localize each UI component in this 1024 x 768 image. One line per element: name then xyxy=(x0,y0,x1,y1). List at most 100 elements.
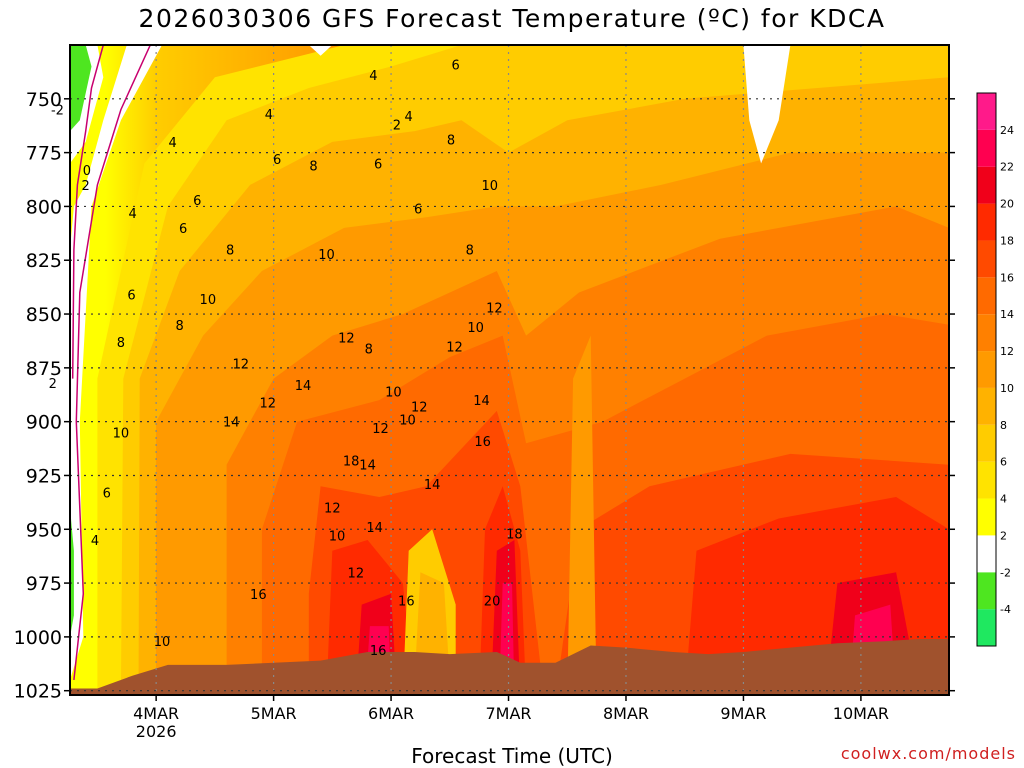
contour-label: 2 xyxy=(393,119,401,134)
y-tick-label: 750 xyxy=(26,89,62,111)
contour-label: 10 xyxy=(200,293,217,308)
x-year-label: 2026 xyxy=(136,722,177,741)
chart-title: 2026030306 GFS Forecast Temperature (ºC)… xyxy=(138,4,886,33)
contour-label: 6 xyxy=(374,157,382,172)
temperature-band xyxy=(70,45,92,132)
credit-link[interactable]: coolwx.com/models xyxy=(840,744,1016,763)
contour-label: 4 xyxy=(168,136,176,151)
x-tick-label: 6MAR xyxy=(368,704,414,723)
colorbar-label: 2 xyxy=(1000,529,1007,542)
y-tick-label: 1000 xyxy=(14,627,62,649)
colorbar-label: -2 xyxy=(1000,566,1011,579)
colorbar-swatch xyxy=(977,93,996,130)
contour-label: 10 xyxy=(329,530,346,545)
colorbar-swatch xyxy=(977,166,996,204)
contour-label: 12 xyxy=(348,566,365,581)
x-tick-label: 10MAR xyxy=(833,704,889,723)
contour-label: 12 xyxy=(324,502,341,517)
contour-label: 6 xyxy=(414,203,422,218)
contour-label: 10 xyxy=(481,179,498,194)
contour-label: 6 xyxy=(179,222,187,237)
colorbar-label: 18 xyxy=(1000,234,1014,247)
colorbar-swatch xyxy=(977,240,996,278)
contour-label: 4 xyxy=(91,534,99,549)
contour-label: 2 xyxy=(49,377,57,392)
temperature-band xyxy=(567,335,597,695)
x-tick-label: 5MAR xyxy=(251,704,297,723)
contour-label: 14 xyxy=(359,459,376,474)
colorbar-label: 24 xyxy=(1000,124,1014,137)
contour-label: 6 xyxy=(452,58,460,73)
contour-label: 10 xyxy=(154,635,171,650)
temperature-band xyxy=(308,45,333,56)
contour-label: 8 xyxy=(309,160,317,175)
contour-label: 20 xyxy=(484,594,501,609)
colorbar-swatch xyxy=(977,203,996,241)
contour-label: 14 xyxy=(366,521,383,536)
contour-label: 12 xyxy=(486,302,503,317)
contour-label: 10 xyxy=(399,414,416,429)
y-tick-label: 925 xyxy=(26,465,62,487)
contour-label: 6 xyxy=(127,289,135,304)
contour-label: 6 xyxy=(193,194,201,209)
contour-label: 4 xyxy=(369,69,377,84)
colorbar-swatch xyxy=(977,387,996,425)
contour-label: 10 xyxy=(467,321,484,336)
colorbar-swatch xyxy=(977,609,996,646)
colorbar-swatch xyxy=(977,535,996,573)
contour-label: 14 xyxy=(424,478,441,493)
colorbar-frame xyxy=(976,92,997,647)
contour-label: 16 xyxy=(398,594,415,609)
colorbar-label: 8 xyxy=(1000,419,1007,432)
x-tick-label: 9MAR xyxy=(720,704,766,723)
y-tick-label: 825 xyxy=(26,250,62,272)
colorbar-swatch xyxy=(977,351,996,388)
contour-label: 12 xyxy=(372,422,389,437)
contour-label: 4 xyxy=(129,207,137,222)
y-tick-label: 950 xyxy=(26,519,62,541)
contour-label: 14 xyxy=(223,416,240,431)
colorbar-swatch xyxy=(977,572,996,610)
contour-label: 12 xyxy=(259,396,276,411)
y-tick-label: 800 xyxy=(26,196,62,218)
y-tick-label: 975 xyxy=(26,573,62,595)
contour-label: 8 xyxy=(365,342,373,357)
colorbar-swatch xyxy=(977,498,996,536)
y-tick-label: 900 xyxy=(26,412,62,434)
contour-label: 8 xyxy=(175,319,183,334)
temperature-band xyxy=(70,45,162,680)
contour-label: 14 xyxy=(295,379,312,394)
contour-label: 10 xyxy=(318,248,335,263)
contour-label: 0 xyxy=(83,164,91,179)
colorbar-label: 16 xyxy=(1000,271,1014,284)
colorbar-swatch xyxy=(977,461,996,499)
y-tick-label: 775 xyxy=(26,143,62,165)
contour-label: 10 xyxy=(113,426,130,441)
contour-label: 2 xyxy=(82,179,90,194)
contour-label: 6 xyxy=(273,153,281,168)
zero-isotherm-line xyxy=(71,45,105,379)
contour-label: 12 xyxy=(232,358,249,373)
colorbar-swatch xyxy=(977,424,996,462)
contour-label: 16 xyxy=(250,588,267,603)
y-tick-label: 875 xyxy=(26,358,62,380)
colorbar-swatch xyxy=(977,314,996,352)
colorbar-label: 20 xyxy=(1000,198,1014,211)
y-tick-label: 1025 xyxy=(14,681,62,703)
contour-label: 12 xyxy=(446,340,463,355)
colorbar-label: 10 xyxy=(1000,382,1014,395)
contour-label: 8 xyxy=(117,336,125,351)
contour-label: 4 xyxy=(265,108,273,123)
y-tick-label: 850 xyxy=(26,304,62,326)
colorbar-swatch xyxy=(977,277,996,315)
x-axis-label: Forecast Time (UTC) xyxy=(411,744,613,768)
colorbar-label: 6 xyxy=(1000,456,1007,469)
colorbar-label: 4 xyxy=(1000,493,1007,506)
contour-label: 8 xyxy=(466,243,474,258)
plot-frame xyxy=(69,44,950,696)
x-tick-label: 7MAR xyxy=(486,704,532,723)
contour-label: 14 xyxy=(473,394,490,409)
contour-label: 16 xyxy=(370,644,387,659)
